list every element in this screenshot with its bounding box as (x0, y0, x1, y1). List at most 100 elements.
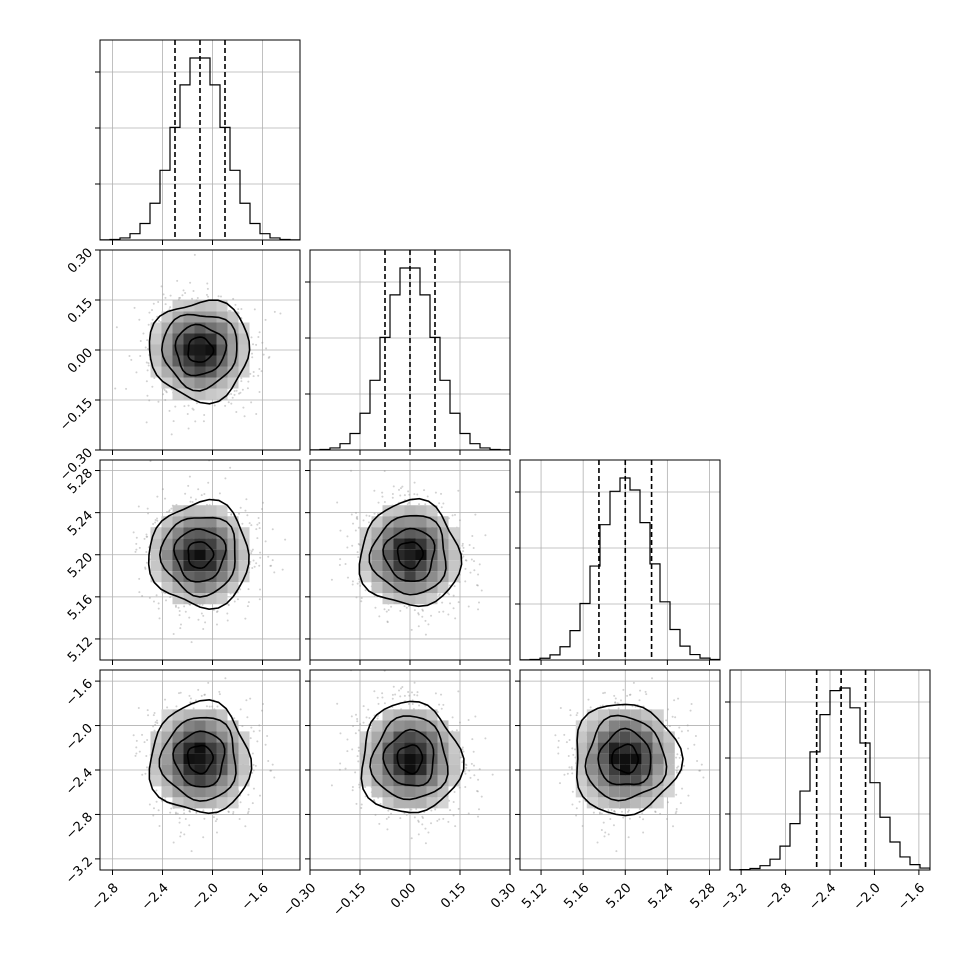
density-cell (194, 549, 206, 561)
scatter-point (246, 387, 249, 390)
density-cell (608, 731, 620, 743)
scatter-point (128, 355, 131, 358)
density-cell (161, 582, 173, 594)
scatter-point (484, 534, 487, 537)
scatter-point (377, 702, 380, 705)
scatter-point (620, 810, 623, 813)
scatter-point (244, 509, 247, 512)
density-cell (216, 560, 228, 572)
density-cell (382, 527, 394, 539)
scatter-point (135, 371, 138, 374)
scatter-point (259, 556, 262, 559)
scatter-point (424, 827, 427, 830)
scatter-point (405, 606, 408, 609)
scatter-point (189, 697, 192, 700)
scatter-point (427, 831, 430, 834)
scatter-point (229, 466, 232, 469)
scatter-point (457, 690, 460, 693)
density-cell (238, 538, 250, 550)
density-cell (194, 775, 206, 787)
density-cell (161, 333, 173, 345)
scatter-point (203, 693, 206, 696)
y-tick-label: 0.30 (65, 245, 96, 276)
scatter-point (252, 559, 255, 562)
scatter-point (262, 353, 265, 356)
density-cell (183, 709, 195, 721)
scatter-point (255, 413, 258, 416)
scatter-point (351, 583, 354, 586)
scatter-point (200, 494, 203, 497)
density-cell (586, 753, 598, 765)
scatter-point (642, 818, 645, 821)
scatter-point (390, 605, 393, 608)
scatter-point (259, 588, 262, 591)
density-cell (382, 742, 394, 754)
density-cell (415, 516, 427, 528)
density-cell (205, 775, 217, 787)
density-cell (150, 527, 162, 539)
panel-0-0 (95, 39, 301, 245)
scatter-point (587, 698, 590, 701)
scatter-point (264, 540, 267, 543)
density-cell (652, 797, 664, 809)
density-cell (183, 538, 195, 550)
scatter-point (178, 614, 181, 617)
scatter-point (638, 699, 641, 702)
contour-1 (382, 527, 436, 583)
scatter-point (190, 850, 193, 853)
scatter-point (346, 576, 349, 579)
contour-0 (611, 743, 640, 775)
scatter-point (687, 747, 690, 750)
scatter-point (264, 743, 267, 746)
scatter-point (181, 294, 184, 297)
density-cell (619, 786, 631, 798)
scatter-point (689, 709, 692, 712)
scatter-point (571, 803, 574, 806)
density-cell (619, 720, 631, 732)
scatter-point (346, 750, 349, 753)
density-cell (426, 593, 438, 605)
scatter-point (407, 490, 410, 493)
scatter-point (559, 706, 562, 709)
density-cell (652, 764, 664, 776)
density-cell (216, 571, 228, 583)
density-cell (404, 571, 416, 583)
scatter-point (203, 413, 206, 416)
scatter-point (415, 808, 418, 811)
scatter-point (354, 713, 357, 716)
density-cell (415, 797, 427, 809)
density-cell (448, 742, 460, 754)
density-cell (161, 538, 173, 550)
panel-frame (99, 249, 301, 451)
scatter-point (259, 551, 262, 554)
scatter-point (407, 605, 410, 608)
density-cell (172, 753, 184, 765)
scatter-point (368, 515, 371, 518)
scatter-point (569, 709, 572, 712)
density-cell (426, 505, 438, 517)
scatter-point (202, 836, 205, 839)
scatter-point (700, 763, 703, 766)
scatter-point (351, 748, 354, 751)
density-cell (663, 764, 675, 776)
scatter-point (622, 688, 625, 691)
y-tick-label: 5.24 (65, 508, 96, 539)
density-cell (404, 731, 416, 743)
scatter-point (454, 825, 457, 828)
scatter-point (644, 690, 647, 693)
density-cell (382, 560, 394, 572)
scatter-point (378, 615, 381, 618)
density-cell (415, 775, 427, 787)
scatter-point (255, 343, 258, 346)
contour-0 (186, 744, 214, 775)
scatter-point (438, 818, 441, 821)
density-cell (415, 720, 427, 732)
density-cell (194, 322, 206, 334)
scatter-point (373, 690, 376, 693)
density-cell (161, 720, 173, 732)
scatter-point (167, 510, 170, 513)
density-cell (641, 764, 653, 776)
panel-3-0 (95, 669, 301, 875)
scatter-point (567, 754, 570, 757)
scatter-point (359, 723, 362, 726)
